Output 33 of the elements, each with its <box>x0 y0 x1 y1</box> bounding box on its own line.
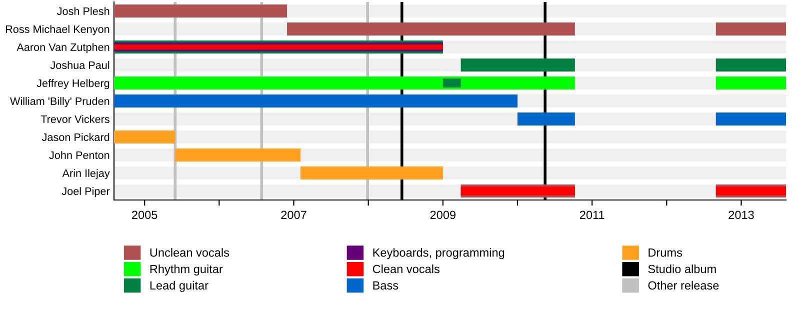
legend-label: Unclean vocals <box>150 248 230 257</box>
y-tick-label: John Penton <box>49 151 110 160</box>
y-tick-label: Arin Ilejay <box>62 169 110 180</box>
legend-label: Keyboards, programming <box>373 248 504 260</box>
y-tick-label: Joel Piper <box>62 187 110 198</box>
legend-label: Bass <box>373 281 398 290</box>
legend-label: Clean vocals <box>372 264 440 274</box>
legend-label: Studio album <box>648 264 716 274</box>
bar <box>460 58 575 72</box>
bar <box>175 148 300 162</box>
y-tick-label: Josh Plesh <box>57 7 110 16</box>
legend-label: Lead guitar <box>150 280 208 292</box>
bar <box>716 22 786 36</box>
x-tick-label: 2005 <box>132 210 158 220</box>
bar <box>518 112 575 126</box>
x-tick-label: 2011 <box>580 210 604 220</box>
legend-label: Drums <box>648 248 682 257</box>
bar <box>114 130 176 144</box>
y-tick-label: Jason Pickard <box>42 133 110 142</box>
bar <box>716 112 786 126</box>
y-tick-label: Jeffrey Helberg <box>36 79 110 90</box>
y-tick-label: William 'Billy' Pruden <box>10 97 110 108</box>
legend-label: Rhythm guitar <box>150 264 223 276</box>
x-tick-label: 2013 <box>728 210 754 220</box>
y-tick-label: Ross Michael Kenyon <box>6 25 110 36</box>
x-tick-label: 2007 <box>281 210 306 220</box>
x-tick-label: 2009 <box>430 210 456 220</box>
y-tick-label: Joshua Paul <box>50 61 110 70</box>
y-tick-label: Aaron Van Zutphen <box>16 43 110 54</box>
bar <box>300 166 443 180</box>
legend-label: Other release <box>648 280 719 290</box>
bar <box>716 58 786 72</box>
y-tick-label: Trevor Vickers <box>40 115 110 124</box>
